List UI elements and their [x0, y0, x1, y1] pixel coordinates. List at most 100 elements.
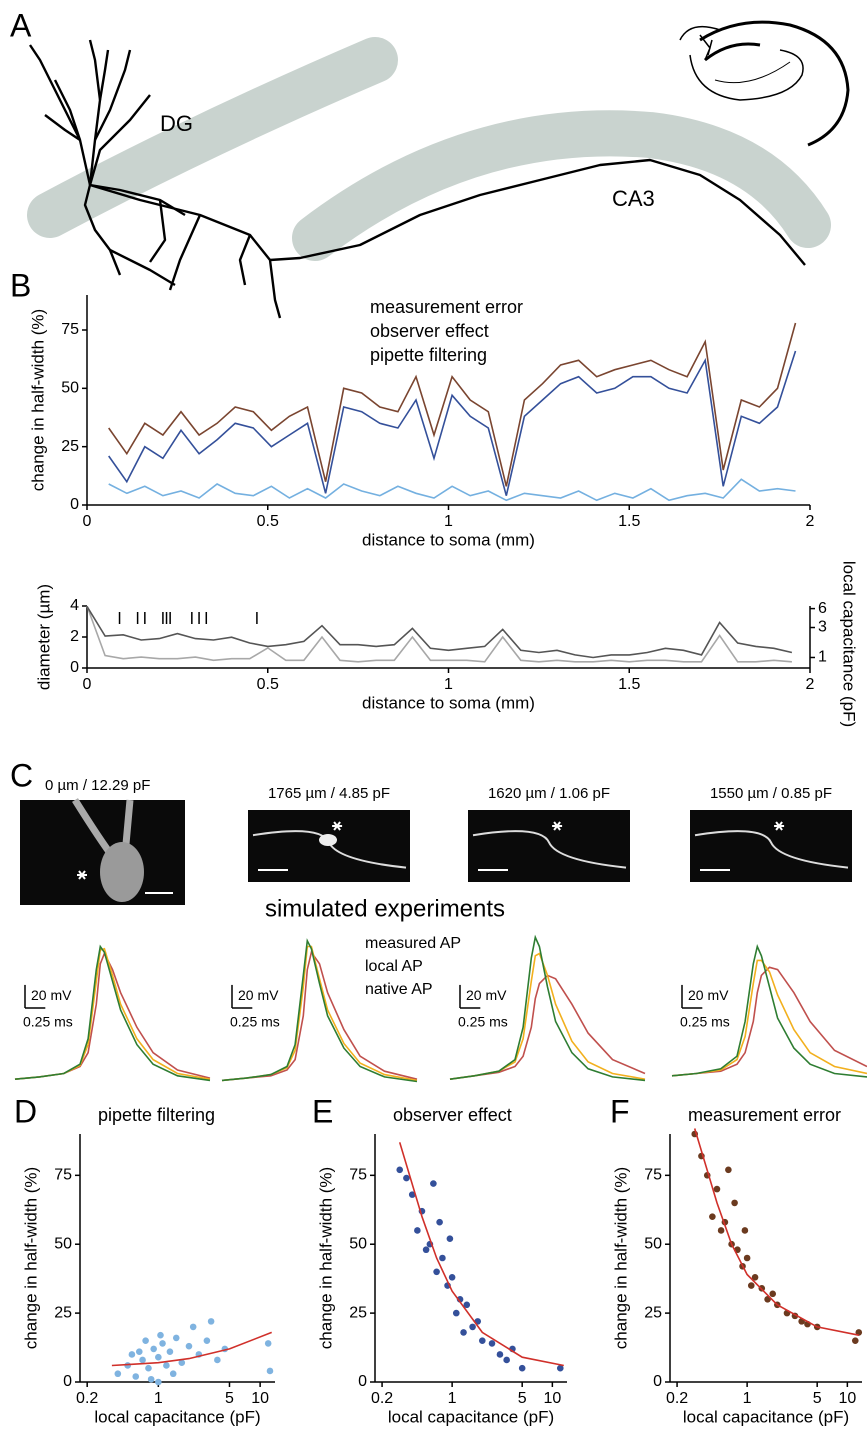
- soma: [100, 842, 144, 902]
- x-tick-label: 0: [83, 513, 92, 530]
- y-tick-label: 50: [644, 1235, 662, 1252]
- point: [518, 1364, 526, 1372]
- micrograph: [20, 800, 185, 905]
- image-caption: 0 µm / 12.29 pF: [45, 777, 150, 794]
- point: [145, 1364, 152, 1372]
- point: [203, 1337, 211, 1344]
- point: [155, 1353, 162, 1361]
- panel-letter: E: [312, 1093, 333, 1129]
- x-tick-label: 0.5: [257, 513, 279, 530]
- asterisk: [77, 870, 87, 880]
- trace: [671, 966, 867, 1077]
- hippocampus-bands: [27, 37, 831, 261]
- point: [157, 1331, 164, 1339]
- series-line: [86, 605, 792, 663]
- y-tick-label: 25: [644, 1304, 662, 1321]
- point: [132, 1373, 140, 1380]
- scale-bar-x-label: 0.25 ms: [230, 1014, 280, 1030]
- trace: [449, 934, 646, 1082]
- trace: [14, 944, 211, 1082]
- point: [496, 1351, 504, 1358]
- y-tick-label: 50: [349, 1235, 367, 1252]
- x-tick-label: 10: [251, 1390, 269, 1407]
- series-line: [108, 478, 796, 502]
- point: [436, 1218, 443, 1226]
- panel-letter: B: [10, 267, 31, 303]
- y-tick-label: 50: [61, 380, 79, 397]
- chart-title: simulated experiments: [265, 895, 505, 922]
- point: [172, 1334, 180, 1342]
- hippocampus-inset: [679, 20, 850, 147]
- fit-line: [111, 1331, 272, 1367]
- point: [469, 1323, 476, 1331]
- legend-entry: measured AP: [365, 935, 461, 952]
- x-tick-label: 1.5: [618, 676, 640, 693]
- x-tick-label: 10: [543, 1390, 561, 1407]
- scale-bar-y-label: 20 mV: [466, 987, 507, 1003]
- neuron: [29, 39, 806, 319]
- point: [264, 1340, 272, 1347]
- micrograph: [690, 810, 852, 882]
- scale-bar-x-label: 0.25 ms: [680, 1014, 730, 1030]
- point: [556, 1364, 564, 1372]
- point: [460, 1329, 467, 1336]
- point: [147, 1375, 155, 1383]
- x-tick-label: 2: [806, 513, 815, 530]
- legend-entry: pipette filtering: [370, 345, 487, 365]
- point: [725, 1166, 732, 1174]
- trace: [221, 938, 418, 1083]
- y-tick-label: 50: [54, 1235, 72, 1252]
- point: [463, 1301, 471, 1309]
- image-caption: 1550 µm / 0.85 pF: [710, 785, 832, 802]
- trace: [671, 959, 867, 1077]
- asterisk: [774, 821, 785, 831]
- point: [851, 1337, 859, 1344]
- y-axis-label: change in half-width (%): [21, 1167, 40, 1349]
- x-tick-label: 2: [806, 676, 815, 693]
- y-tick-label: 0: [358, 1373, 367, 1390]
- series-line: [108, 322, 797, 487]
- panel-letter: C: [10, 757, 33, 793]
- point: [503, 1356, 510, 1364]
- point: [159, 1340, 166, 1347]
- point: [478, 1337, 486, 1344]
- fit-line: [398, 1142, 564, 1367]
- y-tick-label: 75: [349, 1167, 367, 1184]
- dendrite: [694, 830, 849, 869]
- point: [408, 1191, 416, 1198]
- micrograph: [248, 810, 410, 882]
- point: [731, 1199, 738, 1207]
- y-axis-label: change in half-width (%): [611, 1167, 630, 1349]
- trace: [449, 974, 646, 1080]
- asterisk: [552, 821, 563, 831]
- region-label: CA3: [612, 186, 655, 211]
- asterisk: [332, 821, 343, 831]
- y-tick-label: 0: [63, 1373, 72, 1390]
- x-axis-label: local capacitance (pF): [683, 1407, 849, 1426]
- y-tick-label: 4: [70, 597, 79, 614]
- point: [142, 1337, 149, 1344]
- y-tick-label: 2: [70, 628, 79, 645]
- panel-letter: A: [10, 7, 32, 43]
- point: [403, 1174, 410, 1182]
- point: [139, 1356, 146, 1364]
- x-tick-label: 1.5: [618, 513, 640, 530]
- y-tick-label: 75: [54, 1167, 72, 1184]
- x-tick-label: 5: [225, 1390, 234, 1407]
- series-line: [86, 605, 793, 659]
- scale-bar-y-label: 20 mV: [31, 987, 72, 1003]
- x-tick-label: 0: [83, 676, 92, 693]
- point: [128, 1351, 136, 1358]
- point: [713, 1185, 721, 1193]
- point: [169, 1370, 177, 1378]
- y-tick-label: 25: [61, 438, 79, 455]
- point: [166, 1348, 174, 1355]
- y2-tick-label: 1: [818, 649, 827, 666]
- trace: [671, 943, 867, 1078]
- legend-entry: measurement error: [370, 297, 523, 317]
- scale-bar-x-label: 0.25 ms: [458, 1014, 508, 1030]
- point: [433, 1268, 440, 1276]
- x-tick-label: 5: [518, 1390, 527, 1407]
